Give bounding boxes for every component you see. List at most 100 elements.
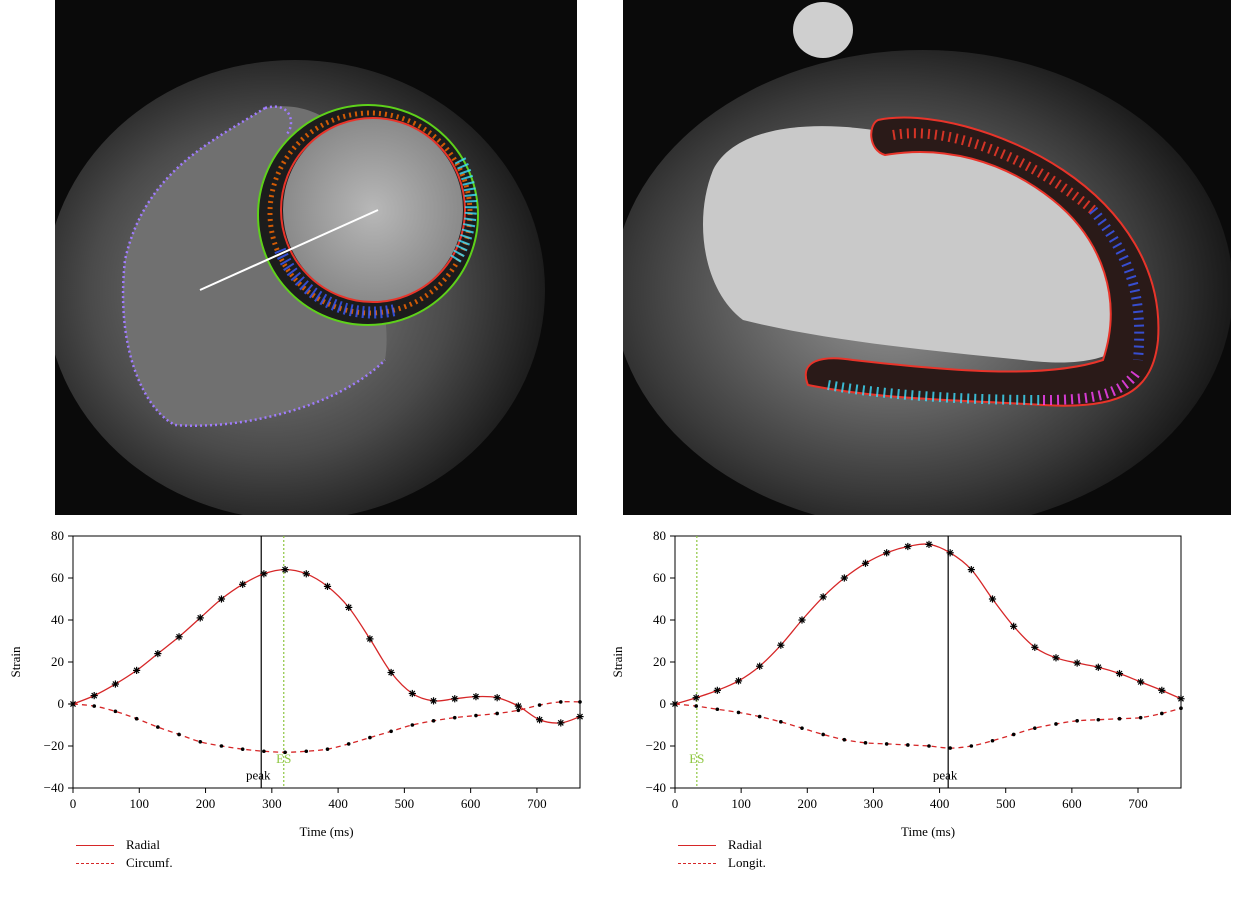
data-point [1075, 719, 1079, 723]
peak-label: peak [933, 768, 958, 783]
data-point [217, 595, 226, 603]
x-tick-label: 500 [395, 796, 415, 811]
x-tick-label: 200 [196, 796, 216, 811]
y-tick-label: 20 [51, 654, 64, 669]
y-tick-label: 60 [653, 570, 666, 585]
x-tick-label: 400 [930, 796, 950, 811]
data-point [842, 737, 847, 742]
data-point [734, 677, 743, 685]
data-point [219, 744, 224, 748]
data-point [196, 614, 204, 622]
short-axis-mri-image [55, 0, 577, 515]
data-point [1094, 663, 1102, 671]
y-axis-label: Strain [610, 646, 625, 678]
data-point [1052, 654, 1060, 662]
data-point [262, 749, 266, 754]
data-point [1010, 622, 1018, 630]
data-point [387, 668, 395, 677]
data-point [1137, 678, 1145, 686]
data-point [495, 711, 499, 716]
y-tick-label: 40 [51, 612, 64, 627]
data-point [819, 593, 827, 601]
data-point [429, 697, 438, 705]
data-point [175, 633, 183, 641]
data-point [800, 726, 804, 730]
data-point [673, 702, 677, 706]
data-point [990, 738, 995, 743]
plot-frame [674, 535, 1182, 789]
data-point [452, 715, 457, 720]
data-point [302, 570, 310, 578]
data-point [906, 743, 910, 747]
x-tick-label: 400 [328, 796, 348, 811]
legend-solid-line [76, 844, 114, 846]
legend-right: Radial Longit. [678, 836, 766, 872]
x-axis-label: Time (ms) [299, 824, 353, 839]
radial-circumf-strain-chart: 0 100 200 300 400 500 600 700 −40 −20 0 20 40 60 80 Tim… [8, 528, 584, 839]
series-line-radial [674, 543, 1182, 705]
x-tick-label: 100 [130, 796, 150, 811]
data-point [1138, 715, 1143, 720]
y-tick-label: 80 [51, 528, 64, 543]
data-point [777, 641, 785, 649]
data-point [557, 719, 565, 727]
data-point [1031, 643, 1039, 651]
data-point [304, 749, 309, 754]
data-point [90, 692, 98, 700]
data-point [368, 735, 372, 740]
y-tick-label: 40 [653, 612, 666, 627]
data-point [240, 747, 245, 751]
chart-left: 0 100 200 300 400 500 600 700 −40 −20 0 20 40 60 80 Tim… [0, 525, 600, 909]
y-tick-label: 0 [58, 696, 65, 711]
data-point [154, 650, 162, 658]
data-point [904, 542, 912, 551]
data-point [239, 580, 247, 588]
legend-label: Radial [728, 837, 762, 852]
data-point [757, 714, 762, 719]
data-point [1158, 686, 1166, 694]
data-point [451, 695, 459, 703]
y-tick-label: 80 [653, 528, 666, 543]
x-tick-label: 500 [996, 796, 1016, 811]
data-point [578, 700, 582, 704]
y-tick-label: −20 [646, 738, 666, 753]
data-point [576, 713, 584, 721]
legend-item-longit: Longit. [678, 854, 766, 872]
y-tick-label: 60 [51, 570, 64, 585]
data-point [474, 713, 478, 718]
long-axis-mri-icon [623, 0, 1231, 515]
data-point [863, 741, 868, 745]
data-point [779, 720, 783, 724]
y-tick-label: −40 [44, 780, 64, 795]
data-point [1117, 716, 1122, 721]
y-tick-label: 0 [660, 696, 667, 711]
data-point [713, 686, 721, 694]
short-axis-mri-icon [55, 0, 577, 515]
peak-label: peak [246, 768, 271, 783]
data-point [925, 540, 933, 548]
data-point [283, 750, 287, 755]
x-tick-label: 100 [731, 796, 751, 811]
data-point [516, 708, 521, 713]
data-point [1160, 711, 1164, 716]
data-point [558, 700, 563, 704]
data-point [92, 704, 97, 708]
x-tick-label: 600 [1062, 796, 1082, 811]
data-point [408, 689, 416, 698]
data-point [323, 582, 332, 591]
data-point [134, 716, 139, 721]
x-tick-label: 300 [864, 796, 884, 811]
data-point [927, 744, 931, 748]
data-point [840, 574, 848, 582]
data-point [493, 694, 501, 702]
data-point [260, 570, 268, 578]
data-point [431, 719, 436, 723]
data-point [884, 742, 889, 746]
data-point [410, 723, 415, 727]
y-tick-label: 20 [653, 654, 666, 669]
legend-label: Radial [126, 837, 160, 852]
y-tick-label: −20 [44, 738, 64, 753]
x-tick-label: 600 [461, 796, 481, 811]
data-point [325, 747, 330, 751]
data-point [366, 635, 374, 643]
